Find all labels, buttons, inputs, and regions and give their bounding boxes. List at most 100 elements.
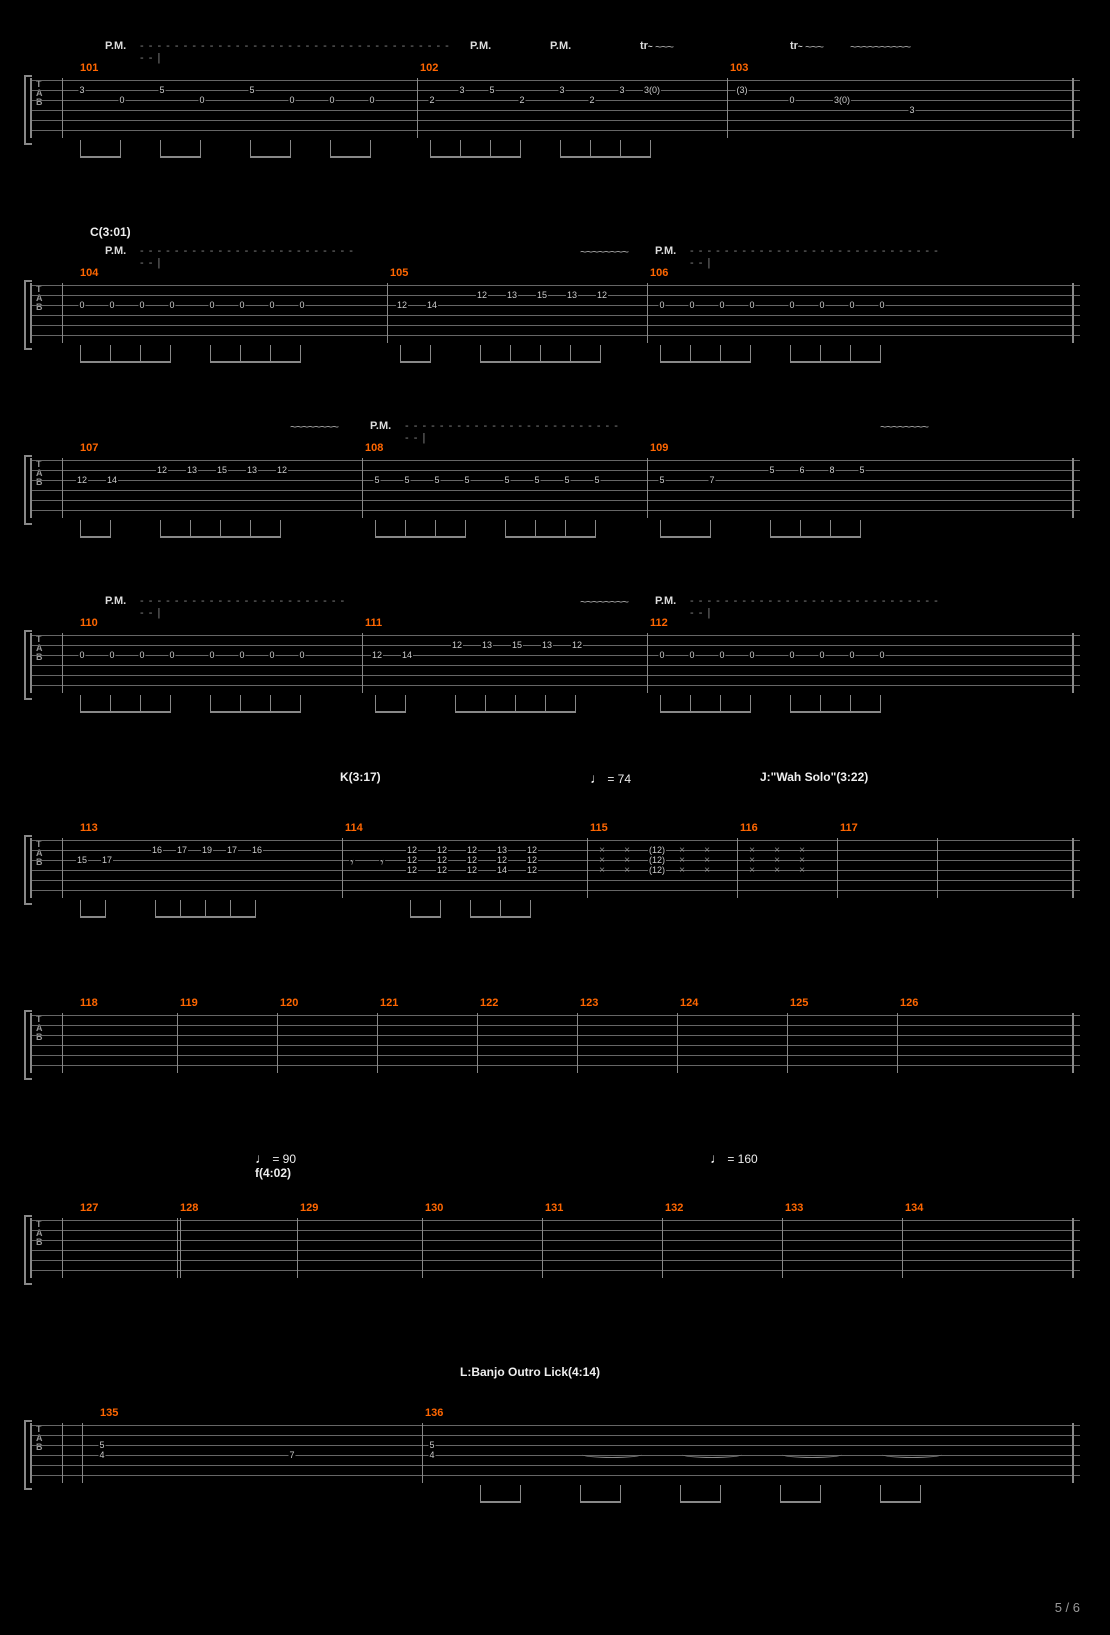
fret-number: 12: [596, 291, 608, 300]
measure-number: 120: [280, 997, 298, 1009]
beam: [505, 536, 596, 538]
barline: [897, 1013, 898, 1073]
fret-number: 5: [98, 1441, 105, 1450]
staff-line: [32, 645, 1080, 646]
fret-number: 3(0): [833, 96, 851, 105]
fret-number: 3: [78, 86, 85, 95]
fret-number: 0: [818, 651, 825, 660]
measure-number: 117: [840, 822, 858, 834]
tab-staff: TAB000000001214121315131200000000: [30, 283, 1080, 343]
measure-number: 127: [80, 1202, 98, 1214]
tab-clef-label: TAB: [36, 1425, 43, 1452]
tab-staff: TAB1517161719171612121212121212121213121…: [30, 838, 1080, 898]
systems-container: P.M. - - - - - - - - - - - - - - - - - - …: [30, 40, 1080, 1515]
fret-number: 5: [433, 476, 440, 485]
fret-number: 17: [176, 846, 188, 855]
rest-icon: 𝄾: [349, 858, 355, 867]
fret-number: 0: [848, 651, 855, 660]
measure-number: 115: [590, 822, 608, 834]
tab-system: 118119120121122123124125126TAB: [30, 975, 1080, 1105]
tab-staff: TAB: [30, 1013, 1080, 1073]
fret-number: 12: [496, 856, 508, 865]
barline: [837, 838, 838, 898]
palm-mute-label: P.M.: [655, 595, 676, 607]
barline: [647, 633, 648, 693]
fret-number: 0: [748, 651, 755, 660]
beam: [660, 361, 751, 363]
stems-row: [30, 140, 1080, 170]
fret-number: 2: [428, 96, 435, 105]
fret-number: 5: [158, 86, 165, 95]
section-label: L:Banjo Outro Lick(4:14): [460, 1365, 600, 1379]
measure-number: 124: [680, 997, 698, 1009]
staff-line: [32, 480, 1080, 481]
beam: [880, 1501, 921, 1503]
fret-number: 12: [526, 856, 538, 865]
annotations-row: P.M.- - - - - - - - - - - - - - - - - - …: [30, 245, 1080, 265]
staff-line: [32, 120, 1080, 121]
measure-number: 106: [650, 267, 668, 279]
tab-clef-label: TAB: [36, 840, 43, 867]
staff-line: [32, 850, 1080, 851]
fret-number: 12: [436, 856, 448, 865]
tempo-marking: ♩ = 90: [255, 1150, 296, 1166]
fret-number: 15: [76, 856, 88, 865]
measure-numbers-row: 127128129130131132133134: [30, 1202, 1080, 1216]
staff-line: [32, 1240, 1080, 1241]
barline: [362, 458, 363, 518]
tie-arc: [582, 1451, 642, 1458]
barline: [417, 78, 418, 138]
beam: [770, 536, 861, 538]
measure-number: 122: [480, 997, 498, 1009]
fret-number: 2: [588, 96, 595, 105]
fret-number: 5: [373, 476, 380, 485]
tab-system: P.M.- - - - - - - - - - - - - - - - - - …: [30, 595, 1080, 725]
fret-number: 3(0): [643, 86, 661, 95]
beam: [210, 361, 301, 363]
stems-row: [30, 345, 1080, 375]
measure-number: 118: [80, 997, 98, 1009]
annotations-row: P.M.- - - - - - - - - - - - - - - - - - …: [30, 40, 1080, 60]
tab-clef-label: TAB: [36, 285, 43, 312]
fret-number: 15: [216, 466, 228, 475]
section-label: K(3:17): [340, 770, 381, 784]
barline: [62, 633, 63, 693]
fret-number: 4: [98, 1451, 105, 1460]
beam: [160, 156, 201, 158]
tab-system: K(3:17)J:"Wah Solo"(3:22)♩ = 74113114115…: [30, 770, 1080, 930]
tab-clef-label: TAB: [36, 635, 43, 662]
fret-number: 0: [268, 301, 275, 310]
fret-number: 14: [401, 651, 413, 660]
tab-clef-label: TAB: [36, 80, 43, 107]
fret-number: 5: [248, 86, 255, 95]
fret-number: 12: [276, 466, 288, 475]
trill-label: tr~: [640, 40, 653, 52]
barline: [782, 1218, 783, 1278]
tab-staff: TAB54754: [30, 1423, 1080, 1483]
trill-label: tr~: [790, 40, 803, 52]
measure-numbers-row: 107108109: [30, 442, 1080, 456]
barline: [342, 838, 343, 898]
fret-number: 0: [78, 651, 85, 660]
fret-number: 0: [208, 301, 215, 310]
fret-number: 14: [426, 301, 438, 310]
section-label: f(4:02): [255, 1166, 291, 1180]
staff-line: [32, 1475, 1080, 1476]
beam: [375, 711, 406, 713]
mute-x-note: ×: [599, 865, 605, 876]
stems-row: [30, 900, 1080, 930]
fret-number: 8: [828, 466, 835, 475]
measure-number: 129: [300, 1202, 318, 1214]
pm-dashes: - - - - - - - - - - - - - - - - - - - - …: [690, 245, 940, 269]
vibrato-wavy: ~~~~~~~~: [580, 245, 628, 259]
beam: [80, 361, 171, 363]
staff-bracket: [24, 1010, 32, 1080]
fret-number: 0: [788, 301, 795, 310]
beam: [480, 361, 601, 363]
staff-line: [32, 1465, 1080, 1466]
barline: [82, 1423, 83, 1483]
fret-number: 0: [298, 301, 305, 310]
fret-number: 13: [506, 291, 518, 300]
beam: [455, 711, 576, 713]
palm-mute-label: P.M.: [105, 40, 126, 52]
